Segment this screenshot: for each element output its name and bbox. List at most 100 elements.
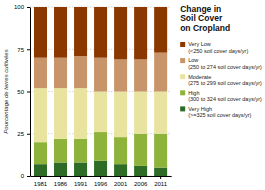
legend-swatch [180,58,185,63]
legend-swatch [180,90,185,95]
legend-label-line: Very Low [188,41,211,47]
y-tick: 75 [17,47,30,53]
legend-item: Very Low(<250 soil cover days/yr) [180,41,248,53]
bar [74,139,87,163]
legend-label-line: (275 to 299 soil cover days/yr) [188,80,262,86]
bar-series [34,88,167,142]
x-tick: 1981 [34,176,48,187]
legend-label-line: Moderate [188,74,211,80]
legend-label-line: (300 to 324 soil cover days/yr) [188,96,262,102]
legend-swatch [180,42,185,47]
bar [54,58,67,88]
y-tick-mark [27,134,30,135]
x-tick: 2001 [114,176,128,187]
x-tick-label: 1986 [54,181,68,187]
bar [114,164,127,176]
y-tick-mark [27,92,30,93]
bar [154,7,167,53]
y-tick-label: 75 [17,47,24,53]
bar [54,7,67,58]
bar [154,168,167,176]
bar-series [34,132,167,167]
x-tick-mark [140,176,141,179]
y-tick: 25 [17,131,30,137]
legend-item: Moderate(275 to 299 soil cover days/yr) [180,74,262,86]
y-tick-label: 0 [21,173,25,179]
legend-item: Low(250 to 274 soil cover days/yr) [180,57,262,69]
legend-label: High(300 to 324 soil cover days/yr) [188,90,262,102]
y-tick-label: 50 [17,89,24,95]
legend-label-line: High [188,90,199,96]
bar [154,92,167,134]
bar [74,88,87,139]
x-tick: 2011 [154,176,168,187]
bar [94,161,107,176]
title-line: Soil Cover [180,13,223,23]
bar-series [34,53,167,92]
x-tick: 1986 [54,176,68,187]
bar [54,162,67,176]
legend: Very Low(<250 soil cover days/yr) Low(250… [180,41,262,118]
y-tick-mark [27,7,30,8]
bar [134,166,147,176]
bar [134,59,147,91]
x-tick-mark [100,176,101,179]
x-tick-label: 2001 [114,181,128,187]
y-tick-label: 25 [17,131,24,137]
bar [34,7,47,58]
x-axis: 1981 1986 1991 1996 2001 2006 2011 [31,176,172,187]
bar-series [34,7,167,59]
y-tick: 0 [21,173,30,179]
bar [134,92,147,134]
title-line: Change in [180,4,221,14]
x-tick: 2006 [134,176,148,187]
y-axis: 0 25 50 75 100 [14,4,31,179]
legend-label-line: (250 to 274 soil cover days/yr) [188,64,262,70]
bar [134,7,147,59]
legend-label: Moderate(275 to 299 soil cover days/yr) [188,74,262,86]
bar [114,59,127,91]
x-tick-label: 2011 [154,181,168,187]
bar [54,88,67,139]
bars [34,7,167,176]
bar [74,162,87,176]
title: Change inSoil Coveron Cropland [180,4,230,34]
bar [134,134,147,166]
legend-label: Very Low(<250 soil cover days/yr) [188,41,248,53]
bar [74,56,87,88]
x-tick-mark [80,176,81,179]
legend-label-line: (<250 soil cover days/yr) [188,48,248,54]
x-tick-mark [160,176,161,179]
y-tick: 50 [17,89,30,95]
legend-item: High(300 to 324 soil cover days/yr) [180,90,262,102]
x-tick-mark [120,176,121,179]
legend-item: Very High(>=325 soil cover days/yr) [180,106,251,118]
bar [34,58,47,88]
chart-container: Very Low(<250 soil cover days/yr) Low(250… [0,0,265,190]
x-tick-label: 1991 [74,181,88,187]
y-tick-label: 100 [14,4,25,10]
legend-label: Low(250 to 274 soil cover days/yr) [188,57,262,69]
chart-svg: Very Low(<250 soil cover days/yr) Low(250… [0,0,265,190]
bar [154,134,167,168]
bar [94,132,107,161]
bar-series [34,161,167,176]
legend-swatch [180,74,185,79]
x-tick-label: 1981 [34,181,48,187]
bar [114,92,127,138]
x-tick-label: 2006 [134,181,148,187]
legend-swatch [180,106,185,111]
x-tick: 1996 [94,176,108,187]
x-tick-mark [60,176,61,179]
legend-label: Very High(>=325 soil cover days/yr) [188,106,251,118]
bar [74,7,87,56]
grid [30,7,171,176]
legend-label-line: (>=325 soil cover days/yr) [188,112,251,118]
legend-label-line: Very High [188,106,212,112]
x-tick-label: 1996 [94,181,108,187]
y-axis-label: Pourcentage de terres cultivées [3,49,9,133]
bar [114,7,127,59]
title-line: on Cropland [180,23,230,33]
bar [94,58,107,92]
bar [54,139,67,163]
